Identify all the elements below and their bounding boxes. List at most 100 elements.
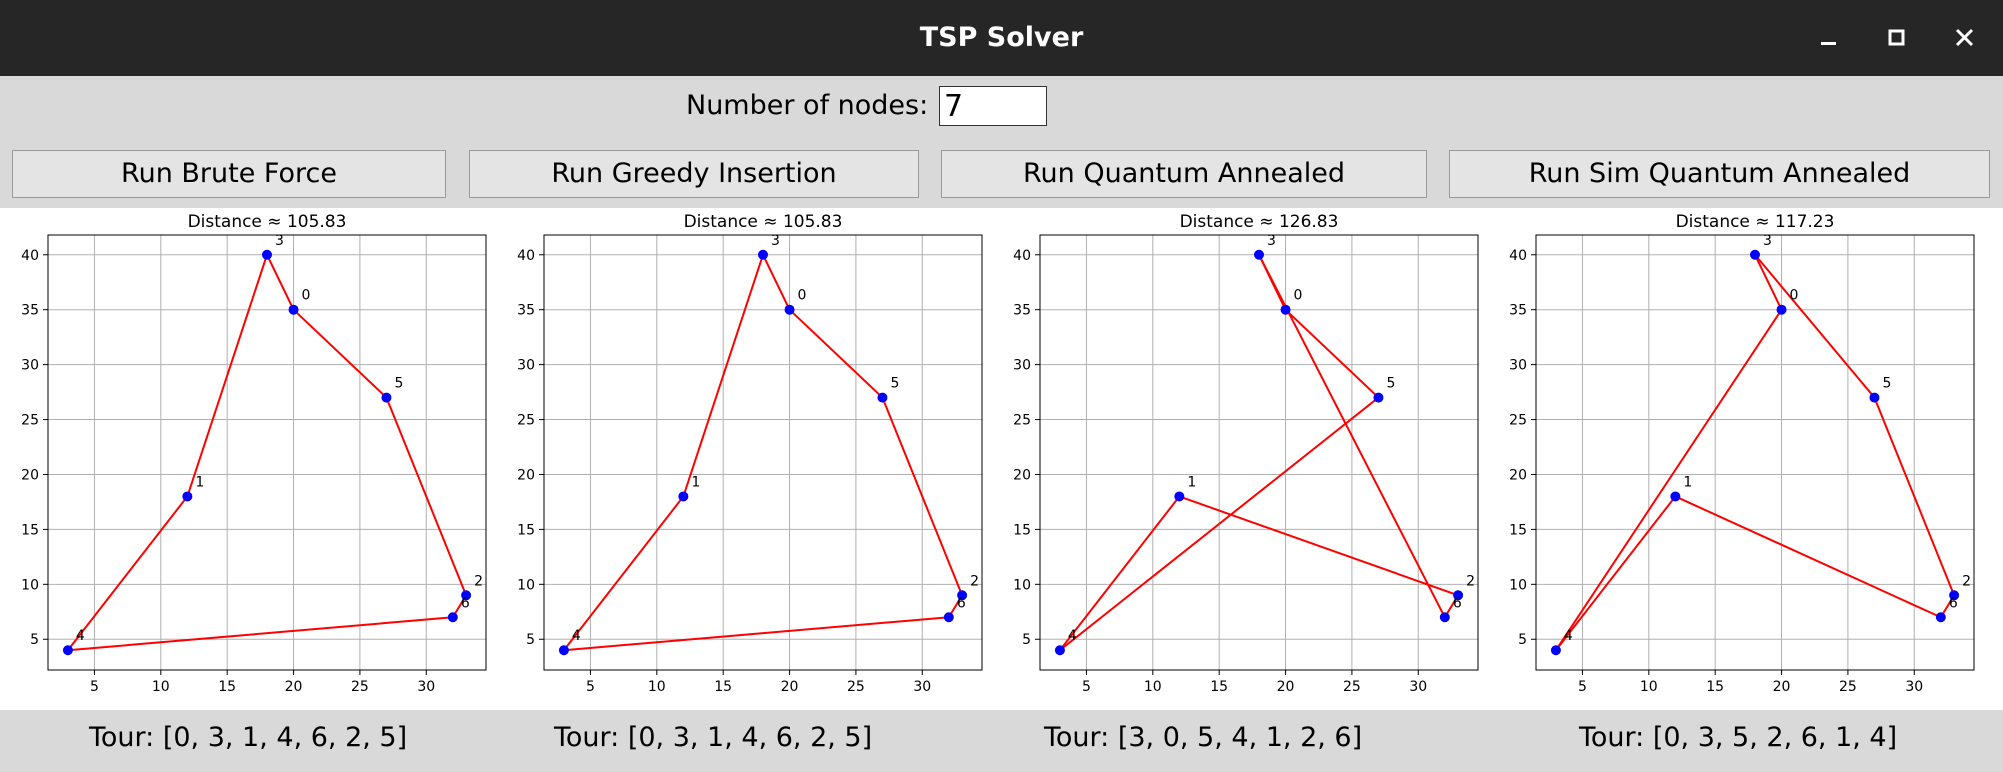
tour-panel xyxy=(0,710,2003,772)
x-tick-label: 5 xyxy=(586,679,595,695)
y-tick-label: 30 xyxy=(517,358,535,374)
x-tick-label: 5 xyxy=(90,679,99,695)
tour-label-sim-quantum-annealed: Tour: [0, 3, 5, 2, 6, 1, 4] xyxy=(1579,722,1898,753)
node-point xyxy=(1174,491,1185,502)
y-tick-label: 25 xyxy=(1013,413,1031,429)
x-tick-label: 20 xyxy=(1773,679,1791,695)
run-greedy-insertion-button[interactable]: Run Greedy Insertion xyxy=(469,150,919,198)
node-label: 2 xyxy=(1962,573,1971,589)
run-brute-force-button[interactable]: Run Brute Force xyxy=(12,150,446,198)
node-label: 5 xyxy=(394,376,403,392)
node-label: 2 xyxy=(474,573,483,589)
tour-edge xyxy=(682,254,764,497)
title-bar xyxy=(0,0,2003,76)
tour-edge xyxy=(1555,495,1677,651)
run-quantum-annealed-button[interactable]: Run Quantum Annealed xyxy=(941,150,1427,198)
tour-edge xyxy=(1284,308,1380,399)
tour-edge xyxy=(1754,254,1876,399)
node-label: 3 xyxy=(1763,233,1772,249)
tour-edge xyxy=(1059,396,1380,652)
y-tick-label: 35 xyxy=(1013,303,1031,319)
y-tick-label: 10 xyxy=(1013,577,1031,593)
node-label: 0 xyxy=(798,288,807,304)
tour-edge xyxy=(1059,495,1181,651)
node-point xyxy=(1550,645,1561,656)
node-label: 4 xyxy=(572,628,581,644)
x-tick-label: 20 xyxy=(781,679,799,695)
x-tick-label: 5 xyxy=(1578,679,1587,695)
node-point xyxy=(1373,392,1384,403)
plot-frame xyxy=(1039,234,1479,671)
y-tick-label: 30 xyxy=(21,358,39,374)
x-tick-label: 30 xyxy=(1905,679,1923,695)
nodes-label: Number of nodes: xyxy=(686,90,929,121)
node-point xyxy=(1750,249,1760,260)
x-tick-label: 15 xyxy=(1210,679,1228,695)
tour-edge xyxy=(292,308,388,399)
tour-edge xyxy=(1258,254,1446,618)
node-label: 4 xyxy=(1068,628,1077,644)
x-tick-label: 15 xyxy=(218,679,236,695)
tour-edge xyxy=(1555,309,1783,651)
node-point xyxy=(1869,392,1880,403)
tour-edge xyxy=(563,495,685,651)
plot-frame xyxy=(543,234,983,671)
y-tick-label: 25 xyxy=(21,413,39,429)
node-label: 0 xyxy=(302,288,311,304)
node-label: 6 xyxy=(461,595,470,611)
x-tick-label: 25 xyxy=(1839,679,1857,695)
node-point xyxy=(1670,491,1681,502)
tour-edge xyxy=(385,397,468,596)
node-point xyxy=(943,612,954,623)
node-label: 4 xyxy=(76,628,85,644)
tour-edge xyxy=(1179,495,1459,597)
y-tick-label: 20 xyxy=(1509,467,1527,483)
plot-frame xyxy=(47,234,487,671)
node-label: 0 xyxy=(1294,288,1303,304)
node-label: 6 xyxy=(957,595,966,611)
node-label: 1 xyxy=(691,474,700,490)
plot-title: Distance ≈ 126.83 xyxy=(1180,212,1339,232)
tour-edge xyxy=(67,495,189,651)
node-label: 6 xyxy=(1949,595,1958,611)
tour-label-quantum-annealed: Tour: [3, 0, 5, 4, 1, 2, 6] xyxy=(1044,722,1363,753)
plot-title: Distance ≈ 105.83 xyxy=(684,212,843,232)
minimize-icon[interactable] xyxy=(1810,20,1846,56)
y-tick-label: 35 xyxy=(21,303,39,319)
node-point xyxy=(1439,612,1450,623)
tour-edge xyxy=(563,616,949,652)
node-point xyxy=(1280,304,1291,315)
y-tick-label: 30 xyxy=(1013,358,1031,374)
node-label: 1 xyxy=(1187,474,1196,490)
x-tick-label: 30 xyxy=(417,679,435,695)
x-tick-label: 5 xyxy=(1082,679,1091,695)
node-point xyxy=(1776,304,1787,315)
x-tick-label: 10 xyxy=(648,679,666,695)
node-point xyxy=(447,612,458,623)
node-label: 5 xyxy=(890,376,899,392)
node-point xyxy=(182,491,193,502)
tour-edge xyxy=(186,254,268,497)
node-point xyxy=(262,249,272,260)
y-tick-label: 35 xyxy=(517,303,535,319)
plot-quantum-annealed: Distance ≈ 126.835 10 15 20 25 30510152025303… xyxy=(1013,212,1479,695)
close-icon[interactable] xyxy=(1946,20,1982,56)
node-label: 2 xyxy=(970,573,979,589)
nodes-input[interactable] xyxy=(939,86,1047,126)
x-tick-label: 10 xyxy=(1640,679,1658,695)
node-point xyxy=(461,590,472,601)
x-tick-label: 30 xyxy=(1409,679,1427,695)
x-tick-label: 15 xyxy=(1706,679,1724,695)
run-sim-quantum-annealed-button[interactable]: Run Sim Quantum Annealed xyxy=(1449,150,1990,198)
node-label: 1 xyxy=(195,474,204,490)
tour-edge xyxy=(266,254,295,311)
tsp-plots: Distance ≈ 105.835 10 15 20 25 30510152025303… xyxy=(21,212,1975,695)
node-point xyxy=(1254,249,1264,260)
node-label: 1 xyxy=(1683,474,1692,490)
x-tick-label: 15 xyxy=(714,679,732,695)
y-tick-label: 40 xyxy=(1013,248,1031,264)
y-tick-label: 5 xyxy=(30,632,39,648)
maximize-icon[interactable] xyxy=(1878,20,1914,56)
y-tick-label: 5 xyxy=(526,632,535,648)
y-tick-label: 10 xyxy=(1509,577,1527,593)
